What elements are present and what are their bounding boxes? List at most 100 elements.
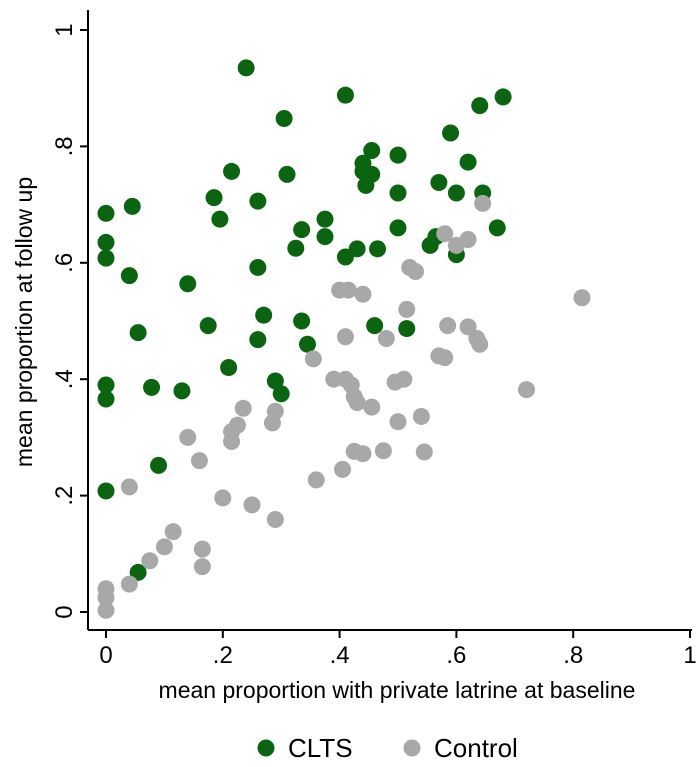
control-point xyxy=(339,281,357,299)
clts-point xyxy=(447,184,465,202)
clts-point xyxy=(488,219,506,237)
clts-point xyxy=(237,59,255,77)
control-point xyxy=(193,540,211,558)
clts-point xyxy=(223,162,241,180)
control-point xyxy=(459,318,477,336)
clts-point xyxy=(179,275,197,293)
control-point xyxy=(336,328,354,346)
clts-point xyxy=(129,324,147,342)
clts-point xyxy=(211,210,229,228)
clts-point xyxy=(97,390,115,408)
x-axis-ticks: 0 .2 .4 .6 .8 1 xyxy=(99,630,697,669)
control-point xyxy=(164,523,182,541)
clts-point xyxy=(173,382,191,400)
clts-point xyxy=(266,372,284,390)
clts-point xyxy=(272,385,290,403)
control-point xyxy=(228,416,246,434)
clts-point xyxy=(316,228,334,246)
x-tick-label: .2 xyxy=(213,642,233,669)
control-point xyxy=(354,445,372,463)
control-point xyxy=(190,452,208,470)
y-tick-label: 0 xyxy=(51,605,78,618)
control-point xyxy=(304,350,322,368)
clts-point xyxy=(471,97,489,115)
control-point xyxy=(354,285,372,303)
x-tick-label: 1 xyxy=(683,642,696,669)
clts-point xyxy=(389,219,407,237)
clts-point xyxy=(255,306,273,324)
plot-area: 0 .2 .4 .6 .8 1 0 .2 .4 .6 .8 1 xyxy=(51,10,697,669)
clts-point xyxy=(249,192,267,210)
control-point xyxy=(436,349,454,367)
clts-point xyxy=(430,173,448,191)
control-point xyxy=(573,289,591,307)
control-point xyxy=(120,575,138,593)
clts-point xyxy=(143,378,161,396)
clts-point xyxy=(293,221,311,239)
control-point xyxy=(307,471,325,489)
control-point xyxy=(348,393,366,411)
control-point xyxy=(243,496,261,514)
clts-point xyxy=(494,88,512,106)
clts-point xyxy=(293,312,311,330)
control-point xyxy=(395,370,413,388)
legend-marker-control xyxy=(403,739,421,757)
y-tick-label: .4 xyxy=(51,369,78,389)
legend: CLTS Control xyxy=(257,733,518,763)
clts-point xyxy=(97,376,115,394)
clts-point xyxy=(129,563,147,581)
clts-point xyxy=(316,210,334,228)
clts-point xyxy=(298,335,316,353)
control-point xyxy=(97,588,115,606)
control-point xyxy=(471,335,489,353)
control-point xyxy=(374,442,392,460)
control-point xyxy=(439,317,457,335)
y-tick-label: .2 xyxy=(51,486,78,506)
clts-point xyxy=(199,317,217,335)
clts-point xyxy=(220,359,238,377)
control-point xyxy=(436,225,454,243)
clts-point xyxy=(278,165,296,183)
x-tick-label: 0 xyxy=(99,642,112,669)
control-point xyxy=(389,413,407,431)
clts-point xyxy=(398,320,416,338)
clts-point xyxy=(97,204,115,222)
control-point xyxy=(412,407,430,425)
clts-point xyxy=(459,153,477,171)
clts-point xyxy=(205,189,223,207)
clts-point xyxy=(97,233,115,251)
control-point xyxy=(474,194,492,212)
y-tick-label: 1 xyxy=(51,23,78,36)
control-point xyxy=(407,263,425,281)
control-point xyxy=(266,510,284,528)
clts-point xyxy=(366,317,384,335)
control-point xyxy=(266,402,284,420)
control-point xyxy=(325,370,343,388)
control-point xyxy=(120,478,138,496)
x-tick-label: .8 xyxy=(563,642,583,669)
clts-point xyxy=(336,86,354,104)
y-axis-title: mean proportion at follow up xyxy=(11,177,37,467)
control-point xyxy=(459,231,477,249)
control-point xyxy=(141,552,159,570)
clts-point xyxy=(275,109,293,127)
clts-point xyxy=(249,331,267,349)
y-tick-label: .8 xyxy=(51,136,78,156)
legend-label-clts: CLTS xyxy=(288,733,353,763)
clts-point xyxy=(123,197,141,215)
control-point xyxy=(377,329,395,347)
y-axis-ticks: 0 .2 .4 .6 .8 1 xyxy=(51,23,88,619)
clts-point xyxy=(120,267,138,285)
clts-point xyxy=(348,240,366,258)
control-point xyxy=(214,489,232,507)
data-points xyxy=(97,59,591,619)
clts-point xyxy=(389,184,407,202)
control-point xyxy=(155,538,173,556)
y-tick-label: .6 xyxy=(51,253,78,273)
clts-point xyxy=(442,124,460,142)
control-point xyxy=(334,460,352,478)
control-point xyxy=(223,432,241,450)
control-point xyxy=(193,558,211,576)
clts-point xyxy=(97,249,115,267)
